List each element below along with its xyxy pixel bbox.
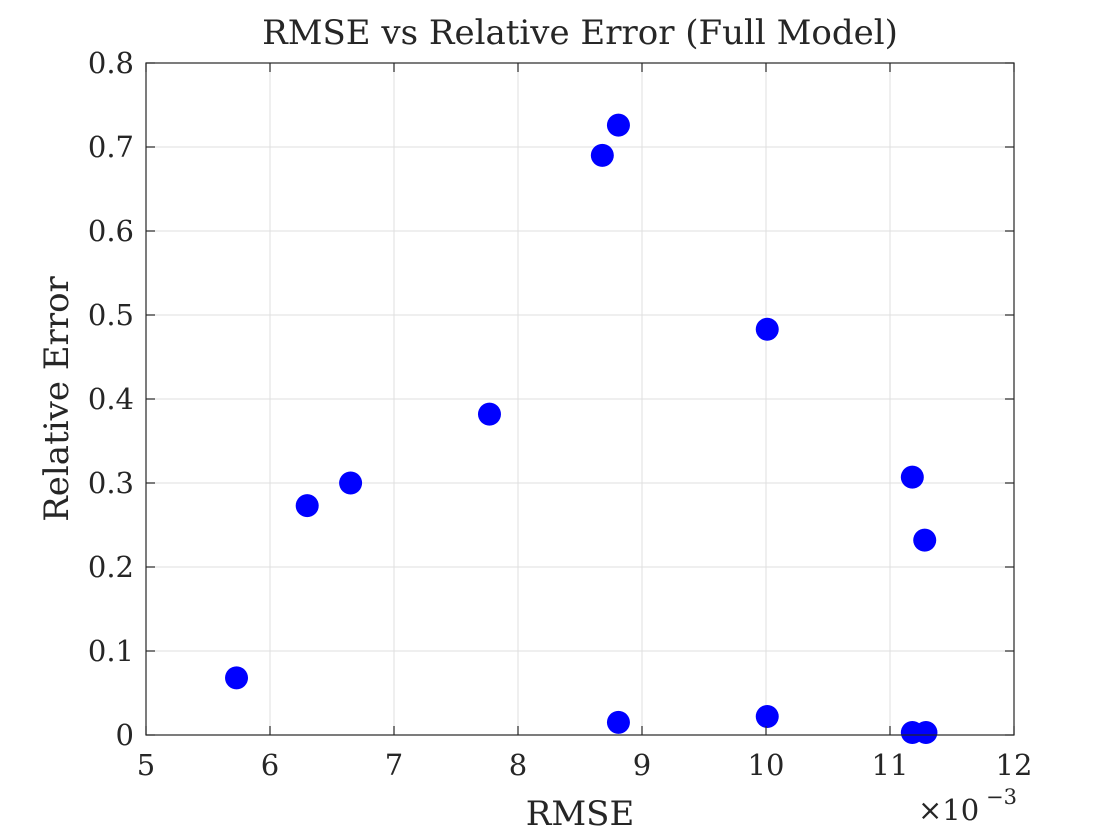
y-tick-label: 0.6 xyxy=(88,214,134,248)
x-exponent-base: ×10 xyxy=(918,793,979,827)
y-tick-labels: 0 0.1 0.2 0.3 0.4 0.5 0.6 0.7 0.8 xyxy=(88,46,134,752)
grid xyxy=(146,63,1014,735)
x-exponent-power: −3 xyxy=(986,785,1017,809)
data-point xyxy=(755,705,779,729)
x-tick-label: 9 xyxy=(633,748,651,782)
y-axis-label: Relative Error xyxy=(37,275,77,521)
x-tick-label: 6 xyxy=(261,748,279,782)
data-point xyxy=(339,471,363,495)
data-point xyxy=(225,666,249,690)
y-tick-label: 0.8 xyxy=(88,46,134,80)
y-tick-label: 0.1 xyxy=(88,634,134,668)
data-point xyxy=(477,402,501,426)
x-tick-label: 12 xyxy=(996,748,1033,782)
y-tick-label: 0.7 xyxy=(88,130,134,164)
data-point xyxy=(606,710,630,734)
y-tick-label: 0.5 xyxy=(88,298,134,332)
x-tick-labels: 5 6 7 8 9 10 11 12 xyxy=(137,748,1033,782)
x-tick-label: 10 xyxy=(748,748,785,782)
x-axis-exponent: ×10 −3 xyxy=(918,785,1017,827)
chart-title: RMSE vs Relative Error (Full Model) xyxy=(262,13,898,53)
data-point xyxy=(590,143,614,167)
x-axis-label: RMSE xyxy=(526,794,635,834)
data-point xyxy=(900,465,924,489)
y-tick-label: 0.2 xyxy=(88,550,134,584)
data-point xyxy=(914,720,938,744)
data-point xyxy=(755,317,779,341)
y-tick-label: 0.4 xyxy=(88,382,134,416)
x-tick-label: 5 xyxy=(137,748,155,782)
x-tick-label: 8 xyxy=(509,748,527,782)
data-point xyxy=(606,113,630,137)
y-tick-label: 0 xyxy=(116,718,134,752)
data-point xyxy=(913,528,937,552)
tick-marks xyxy=(145,62,1015,736)
data-point xyxy=(295,494,319,518)
y-tick-label: 0.3 xyxy=(88,466,134,500)
x-tick-label: 11 xyxy=(872,748,909,782)
x-tick-label: 7 xyxy=(385,748,403,782)
data-points xyxy=(225,113,938,744)
